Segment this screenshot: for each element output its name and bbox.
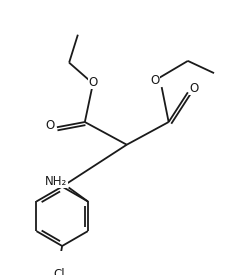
Text: O: O [45, 119, 54, 132]
Text: Cl: Cl [54, 268, 65, 275]
Text: O: O [88, 76, 97, 89]
Text: NH₂: NH₂ [45, 175, 68, 188]
Text: O: O [189, 82, 198, 95]
Text: O: O [151, 74, 160, 87]
